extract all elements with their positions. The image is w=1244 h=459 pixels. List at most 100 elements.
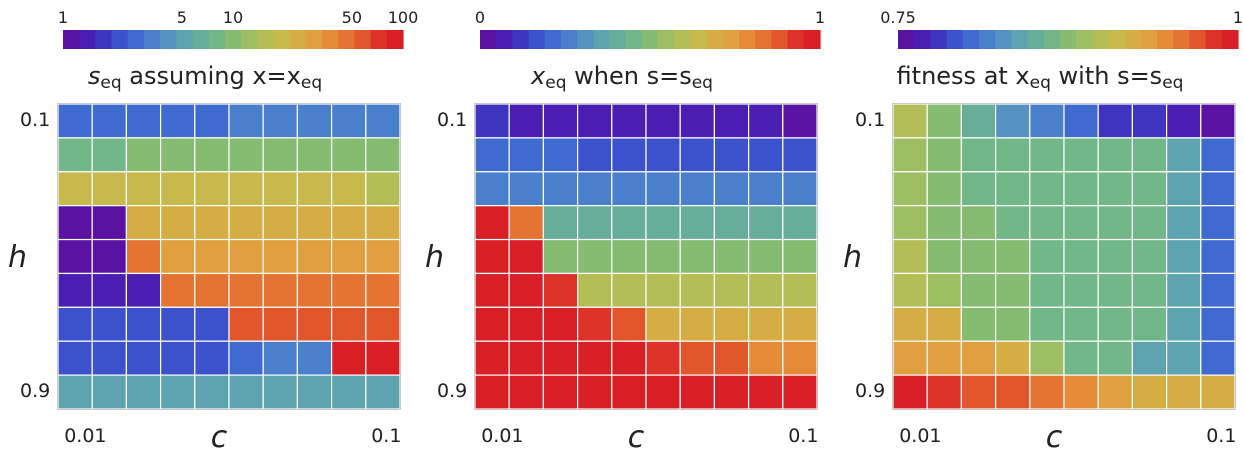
x-axis-label: c xyxy=(627,420,645,455)
heatmap-cell xyxy=(1131,205,1168,241)
plot-frame xyxy=(57,103,401,410)
heatmap-cell xyxy=(1131,374,1168,410)
colorbar-swatch xyxy=(803,30,821,49)
heatmap-cell xyxy=(782,306,818,342)
heatmap-cell xyxy=(194,103,230,139)
colorbar-swatch xyxy=(593,30,611,49)
colorbar xyxy=(63,30,404,49)
colorbar-swatch xyxy=(1140,30,1158,49)
heatmap-cell xyxy=(91,137,128,173)
title-subscript: eq xyxy=(691,73,713,93)
heatmap-cell xyxy=(474,205,510,241)
heatmap-cell xyxy=(679,340,715,376)
heatmap-cell xyxy=(960,272,997,308)
colorbar-swatch xyxy=(224,30,242,49)
heatmap-cell xyxy=(262,306,298,342)
heatmap-cell xyxy=(1131,137,1168,173)
heatmap-cell xyxy=(926,272,963,308)
heatmap-cell xyxy=(611,238,647,275)
heatmap-cell xyxy=(159,137,196,173)
heatmap-cell xyxy=(1029,374,1065,410)
heatmap-cell xyxy=(262,374,298,410)
heatmap-cell xyxy=(474,374,510,410)
heatmap-cell xyxy=(892,340,928,376)
heatmap-cell xyxy=(296,137,333,173)
colorbar-swatch xyxy=(127,30,145,49)
heatmap-cell xyxy=(960,238,997,275)
heatmap-cell xyxy=(679,306,715,342)
heatmap-cell xyxy=(1063,205,1099,241)
heatmap-cell xyxy=(1097,374,1133,410)
heatmap-cell xyxy=(994,272,1031,308)
colorbar-swatch xyxy=(641,30,659,49)
heatmap-cell xyxy=(645,272,681,308)
heatmap-cell xyxy=(645,171,681,207)
heatmap-cell xyxy=(960,137,997,173)
heatmap-cell xyxy=(782,272,818,308)
colorbar-swatch xyxy=(370,30,388,49)
colorbar-swatch xyxy=(496,30,513,49)
heatmap-cell xyxy=(57,272,93,308)
heatmap-cell xyxy=(194,374,230,410)
heatmap-cell xyxy=(713,374,750,410)
heatmap-cell xyxy=(542,306,579,342)
heatmap-cell xyxy=(782,340,818,376)
y-tick-label: 0.9 xyxy=(20,380,51,403)
title-main: s xyxy=(87,62,101,90)
colorbar-swatch xyxy=(192,30,210,49)
colorbar-swatch xyxy=(946,30,964,49)
heatmap-cell xyxy=(994,374,1031,410)
colorbar-swatch xyxy=(658,30,675,49)
title-subscript: eq xyxy=(1162,73,1184,93)
heatmap-cell xyxy=(228,103,264,139)
heatmap-cell xyxy=(1029,238,1065,275)
heatmap-cell xyxy=(576,272,613,308)
heatmap-cell xyxy=(508,340,545,376)
heatmap-cell xyxy=(57,340,93,376)
title-subscript: eq xyxy=(100,73,122,93)
x-tick-label: 0.01 xyxy=(64,425,107,447)
heatmap-cell xyxy=(542,340,579,376)
heatmap-cell xyxy=(576,205,613,241)
heatmap-cell xyxy=(1063,103,1099,139)
heatmap-cell xyxy=(125,306,162,342)
heatmap-cell xyxy=(331,137,367,173)
heatmap-cell xyxy=(1097,103,1133,139)
heatmap-cell xyxy=(331,238,367,275)
colorbar-swatch xyxy=(386,30,404,49)
colorbar-swatch xyxy=(706,30,724,49)
colorbar-swatch xyxy=(1076,30,1093,49)
heatmap-cell xyxy=(57,238,93,275)
heatmap-cell xyxy=(57,374,93,410)
colorbar-tick-label: 50 xyxy=(341,8,362,27)
heatmap-cell xyxy=(713,272,750,308)
colorbar-swatch xyxy=(1108,30,1126,49)
colorbar-swatch xyxy=(111,30,129,49)
colorbar-swatch xyxy=(690,30,708,49)
heatmap-cell xyxy=(645,340,681,376)
heatmap-cell xyxy=(1200,374,1236,410)
heatmap-cell xyxy=(159,238,196,275)
heatmap-cell xyxy=(331,272,367,308)
heatmap-cell xyxy=(1131,340,1168,376)
heatmap-cell xyxy=(474,171,510,207)
title-main: fitness at x xyxy=(896,62,1030,90)
colorbar-swatch xyxy=(1011,30,1029,49)
heatmap-cell xyxy=(1097,171,1133,207)
heatmap-cell xyxy=(296,171,333,207)
colorbar-tick-label: 5 xyxy=(176,8,187,27)
heatmap-cell xyxy=(125,137,162,173)
colorbar-swatch xyxy=(512,30,530,49)
heatmap-cell xyxy=(262,171,298,207)
panel-title: fitness at xeq with s=seq xyxy=(835,62,1244,93)
colorbar-swatch xyxy=(338,30,356,49)
heatmap-cell xyxy=(892,238,928,275)
colorbar-swatch xyxy=(95,30,113,49)
heatmap-cell xyxy=(91,306,128,342)
heatmap-cell xyxy=(331,340,367,376)
heatmap-cell xyxy=(892,137,928,173)
heatmap-cell xyxy=(748,272,784,308)
heatmap-cell xyxy=(611,205,647,241)
y-tick-label: 0.1 xyxy=(855,108,886,131)
heatmap-cell xyxy=(1063,272,1099,308)
